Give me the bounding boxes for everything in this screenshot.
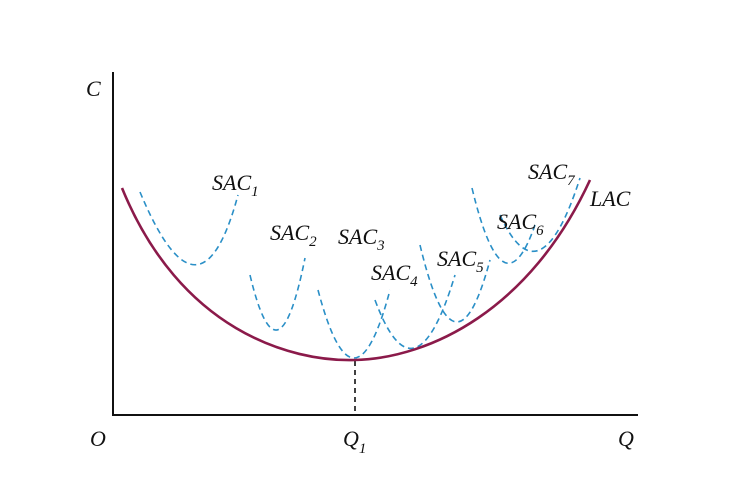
lac-label: LAC [589,186,631,211]
sac-label: SAC6 [497,209,544,239]
y-axis-label: C [86,76,101,101]
sac-curve [317,289,391,359]
sac-sub: 2 [309,234,317,250]
sac-label: SAC4 [371,260,418,290]
sac-label: SAC5 [437,246,484,276]
sac-label: SAC2 [270,220,317,250]
sac-label: SAC1 [212,170,259,200]
sac-curve [499,177,581,253]
sac-curve [249,257,306,331]
sac-sub: 6 [536,223,544,239]
lac-curve [120,179,592,362]
sac-text: SAC [212,170,251,195]
origin-label: O [90,426,106,451]
sac-sub: 5 [476,260,484,276]
sac-text: SAC [528,159,567,184]
sac-label: SAC7 [528,159,576,189]
sac-curve [139,191,239,266]
x-axis-label: Q [618,426,634,451]
sac-text: SAC [270,220,309,245]
sac-text: SAC [497,209,536,234]
sac-curve [471,187,536,265]
sac-sub: 3 [376,238,385,254]
q1-sub: 1 [359,441,367,457]
sac-sub: 7 [567,173,576,189]
sac-curve [374,274,456,350]
q1-text: Q [343,426,359,451]
sac-text: SAC [338,224,377,249]
sac-text: SAC [371,260,410,285]
q1-label: Q1 [343,426,366,457]
sac-text: SAC [437,246,476,271]
sac-sub: 4 [410,274,418,290]
sac-label: SAC3 [338,224,385,254]
sac-curve [419,244,491,323]
sac-sub: 1 [251,184,259,200]
